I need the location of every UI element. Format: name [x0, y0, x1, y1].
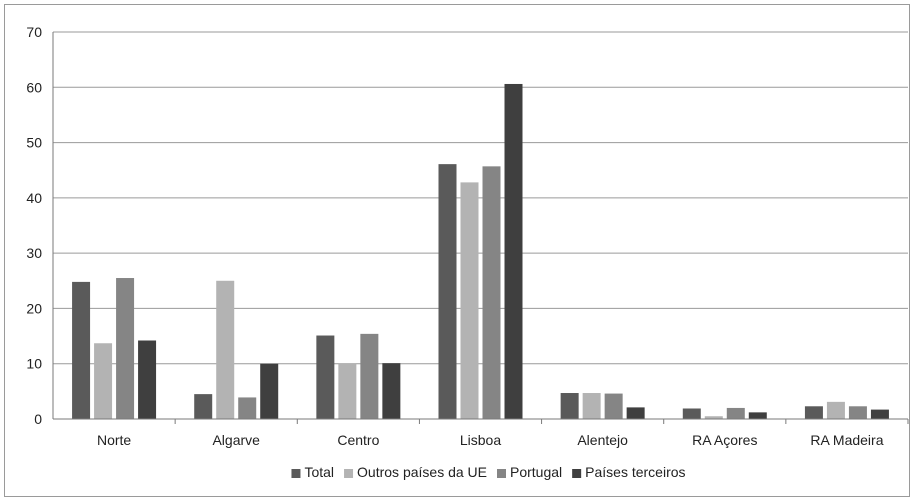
- bar: [582, 393, 601, 419]
- x-tick-label: Algarve: [212, 432, 260, 448]
- bar: [560, 393, 579, 419]
- legend-label: Países terceiros: [585, 464, 685, 480]
- bar: [482, 166, 501, 419]
- bar: [626, 407, 645, 419]
- bar: [116, 278, 135, 419]
- bar: [460, 182, 479, 419]
- y-tick-label: 20: [26, 300, 42, 316]
- x-tick-label: Lisboa: [460, 432, 501, 448]
- gridlines: [53, 31, 908, 365]
- bar: [870, 409, 889, 419]
- bar: [138, 340, 157, 419]
- y-tick-label: 10: [26, 356, 42, 372]
- legend: Total Outros países da UE Portugal Países t…: [291, 464, 686, 480]
- bar-chart: 0 10 20 30 40 50 60 70 Norte Algarve Centro Lisboa…: [26, 24, 909, 480]
- x-tick-label: Centro: [337, 432, 379, 448]
- legend-label: Total: [304, 464, 334, 480]
- bar: [72, 281, 91, 419]
- y-tick-label: 30: [26, 245, 42, 261]
- x-tick-label: RA Açores: [692, 432, 757, 448]
- legend-swatch: [572, 469, 582, 478]
- bar: [726, 407, 745, 419]
- bar: [804, 406, 823, 419]
- bar: [848, 406, 867, 419]
- legend-swatch: [344, 469, 354, 478]
- y-tick-label: 50: [26, 135, 42, 151]
- bars: [72, 83, 889, 420]
- bar: [382, 363, 401, 419]
- bar: [682, 408, 701, 419]
- bar: [604, 393, 623, 419]
- bar: [748, 412, 767, 419]
- legend-label: Outros países da UE: [357, 464, 487, 480]
- x-axis-tick-labels: Norte Algarve Centro Lisboa Alentejo RA Açore…: [97, 432, 884, 448]
- x-tick-label: Alentejo: [577, 432, 628, 448]
- bar: [260, 363, 279, 419]
- y-tick-label: 70: [26, 24, 42, 40]
- bar: [316, 335, 335, 419]
- x-tick-label: RA Madeira: [810, 432, 883, 448]
- bar: [438, 164, 457, 419]
- legend-swatch: [497, 469, 506, 478]
- y-tick-label: 40: [26, 190, 42, 206]
- legend-swatch: [291, 469, 301, 478]
- y-tick-label: 60: [26, 79, 42, 95]
- bar: [94, 343, 113, 419]
- bar: [338, 363, 357, 419]
- bar: [504, 83, 523, 420]
- chart-frame: 0 10 20 30 40 50 60 70 Norte Algarve Centro Lisboa…: [4, 4, 910, 497]
- bar: [194, 394, 213, 419]
- bar: [238, 397, 257, 419]
- axes: [52, 32, 909, 424]
- bar: [216, 280, 235, 419]
- legend-label: Portugal: [510, 464, 562, 480]
- bar: [826, 401, 845, 419]
- x-tick-label: Norte: [97, 432, 131, 448]
- bar: [704, 416, 723, 419]
- bar: [360, 333, 379, 419]
- y-tick-label: 0: [34, 411, 42, 427]
- y-axis-tick-labels: 0 10 20 30 40 50 60 70: [26, 24, 42, 427]
